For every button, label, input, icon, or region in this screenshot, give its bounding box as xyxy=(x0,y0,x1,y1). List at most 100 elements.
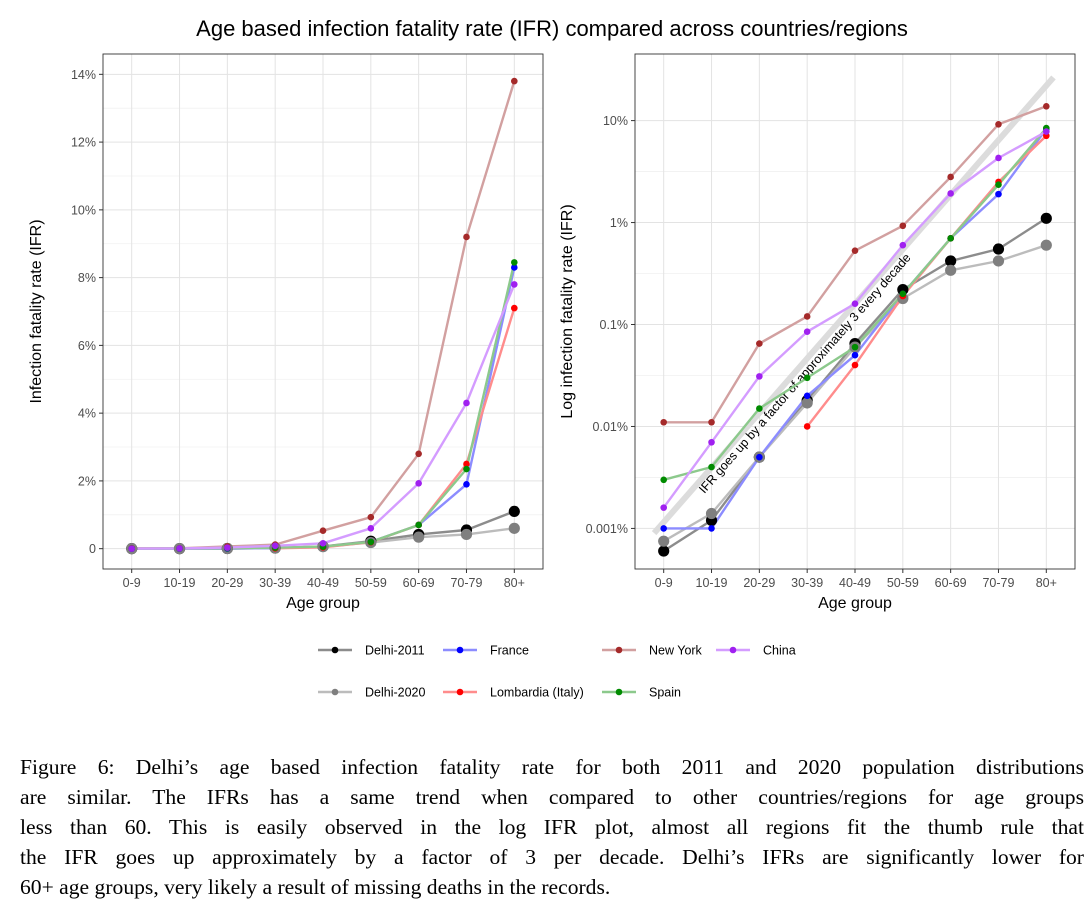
point-new-york xyxy=(415,450,422,458)
point-new-york xyxy=(899,222,907,230)
point-delhi-2020 xyxy=(945,264,957,276)
point-spain xyxy=(995,181,1002,189)
legend: Delhi-2011 France New York China Delhi-2020 L… xyxy=(318,644,796,700)
legend-label-new-york: New York xyxy=(649,644,703,658)
legend-point-china xyxy=(729,646,737,654)
point-france xyxy=(851,351,859,359)
x-tick-label: 10-19 xyxy=(164,576,196,590)
caption-line-3: less than 60. This is easily observed in… xyxy=(20,815,1084,839)
x-tick-label: 20-29 xyxy=(743,576,775,590)
point-france xyxy=(995,190,1002,198)
point-china xyxy=(803,328,811,336)
point-spain xyxy=(756,405,763,412)
point-france xyxy=(660,525,667,532)
y-axis-title: Infection fatality rate (IFR) xyxy=(28,219,45,403)
point-new-york xyxy=(851,247,859,254)
point-delhi-2011 xyxy=(992,243,1005,255)
point-new-york xyxy=(367,513,375,521)
legend-label-france: France xyxy=(490,644,529,658)
x-tick-label: 0-9 xyxy=(123,576,141,590)
y-tick-label: 0.1% xyxy=(600,318,629,332)
point-france xyxy=(756,453,763,461)
point-spain xyxy=(367,538,375,546)
point-china xyxy=(511,281,518,288)
figure: Age based infection fatality rate (IFR) … xyxy=(28,16,1076,700)
x-tick-label: 50-59 xyxy=(887,576,919,590)
linear-ifr-chart: 0 2% 4% 6% 8% 10% 12% 14% 0-9 10-19 20-29 30-39 40-4… xyxy=(28,53,544,612)
point-delhi-2020 xyxy=(508,522,520,534)
point-spain xyxy=(511,259,518,266)
point-new-york xyxy=(463,233,470,241)
point-spain xyxy=(708,463,715,471)
point-new-york xyxy=(319,527,327,535)
caption-line-1: Figure 6: Delhi’s age based infection fa… xyxy=(20,755,1084,779)
figure-caption: Figure 6: Delhi’s age based infection fa… xyxy=(20,752,1084,902)
y-tick-label: 12% xyxy=(71,136,96,150)
y-tick-label: 10% xyxy=(71,203,96,217)
y-tick-label: 6% xyxy=(78,339,96,353)
x-tick-label: 70-79 xyxy=(982,576,1014,590)
point-spain xyxy=(660,476,667,484)
y-tick-label: 0.001% xyxy=(586,522,628,536)
point-delhi-2020 xyxy=(1040,239,1052,251)
legend-point-new-york xyxy=(615,646,623,654)
point-delhi-2011 xyxy=(945,255,957,267)
point-new-york xyxy=(511,77,518,85)
point-spain xyxy=(463,465,470,473)
caption-line-2: are similar. The IFRs has a same trend w… xyxy=(20,785,1084,809)
point-china xyxy=(271,542,279,550)
series-points xyxy=(658,103,1052,557)
point-china xyxy=(128,545,135,552)
point-delhi-2020 xyxy=(460,528,473,541)
x-tick-label: 0-9 xyxy=(655,576,673,590)
y-tick-label: 8% xyxy=(78,271,96,285)
point-new-york xyxy=(1043,103,1050,110)
legend-point-spain xyxy=(615,688,623,696)
y-tick-label: 1% xyxy=(610,216,628,230)
caption-line-4: the IFR goes up approximately by a facto… xyxy=(20,845,1084,869)
point-new-york xyxy=(756,340,763,347)
y-tick-label: 0.01% xyxy=(593,420,628,434)
point-spain xyxy=(899,290,907,298)
point-france xyxy=(511,264,518,271)
legend-label-lombardia-italy: Lombardia (Italy) xyxy=(490,686,584,700)
x-tick-label: 70-79 xyxy=(450,576,482,590)
point-china xyxy=(224,544,231,551)
point-china xyxy=(176,545,183,552)
legend-label-spain: Spain xyxy=(649,686,681,700)
point-delhi-2011 xyxy=(508,505,520,518)
x-tick-label: 30-39 xyxy=(259,576,291,590)
x-tick-label: 20-29 xyxy=(211,576,243,590)
y-tick-label: 2% xyxy=(78,474,96,488)
point-china xyxy=(851,300,859,308)
point-france xyxy=(708,525,715,532)
point-china xyxy=(947,190,954,197)
point-china xyxy=(367,525,375,532)
y-tick-label: 4% xyxy=(78,407,96,421)
point-lombardia-italy xyxy=(803,423,811,430)
point-delhi-2011 xyxy=(658,545,670,557)
point-delhi-2020 xyxy=(705,507,718,520)
point-france xyxy=(803,392,811,400)
point-china xyxy=(995,154,1002,162)
point-spain xyxy=(415,521,422,529)
y-tick-label: 14% xyxy=(71,68,96,82)
point-spain xyxy=(803,374,811,382)
point-france xyxy=(463,480,470,488)
point-delhi-2020 xyxy=(413,531,425,543)
point-china xyxy=(899,241,907,249)
legend-label-china: China xyxy=(763,644,796,658)
point-china xyxy=(463,399,470,407)
point-new-york xyxy=(995,120,1002,128)
x-tick-label: 40-49 xyxy=(839,576,871,590)
legend-label-delhi-2011: Delhi-2011 xyxy=(365,644,425,658)
figure-title: Age based infection fatality rate (IFR) … xyxy=(196,16,908,41)
x-axis-title: Age group xyxy=(286,595,360,612)
point-china xyxy=(1043,128,1050,135)
point-china xyxy=(319,539,327,547)
series-points xyxy=(126,77,520,555)
point-delhi-2020 xyxy=(992,255,1005,267)
legend-point-lombardia-italy xyxy=(456,688,464,696)
legend-label-delhi-2020: Delhi-2020 xyxy=(365,686,426,700)
legend-point-delhi-2020 xyxy=(331,688,339,696)
